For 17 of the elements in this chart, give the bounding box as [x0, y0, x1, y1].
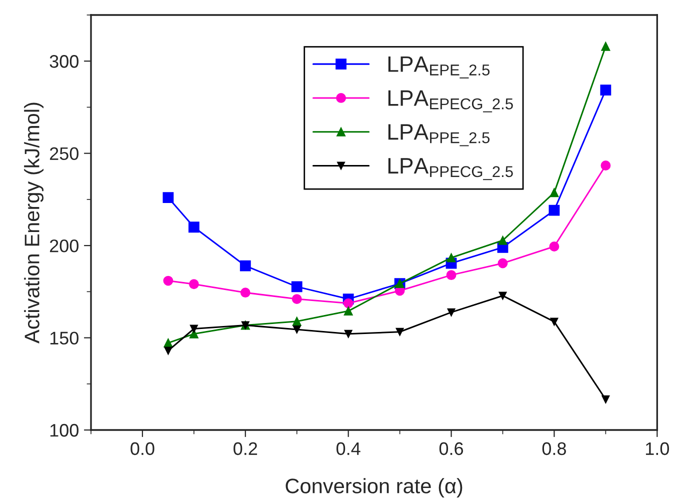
y-axis-title: Activation Energy (kJ/mol)	[24, 102, 44, 344]
x-tick-label: 0.4	[336, 442, 360, 456]
legend-label: LPA$_{EPECG_2.5}$	[388, 90, 513, 112]
y-tick-label: 200	[50, 239, 78, 252]
y-tick-label: 300	[50, 55, 78, 68]
y-tick-label: 250	[50, 147, 78, 160]
legend-label: LPA$_{PPE_2.5}$	[388, 124, 490, 146]
legend-label: LPA$_{PPECG_2.5}$	[388, 158, 513, 180]
x-axis-title: Conversion rate (α)	[286, 478, 462, 498]
x-tick-label: 0.8	[542, 442, 566, 456]
x-tick-label: 0.0	[130, 442, 154, 456]
x-tick-label: 1.0	[646, 442, 669, 456]
legend-label: LPA$_{EPE_2.5}$	[388, 56, 490, 78]
y-tick-label: 100	[50, 424, 78, 437]
y-tick-label: 150	[50, 332, 78, 344]
x-tick-label: 0.2	[234, 442, 258, 456]
x-tick-label: 0.6	[439, 442, 464, 456]
